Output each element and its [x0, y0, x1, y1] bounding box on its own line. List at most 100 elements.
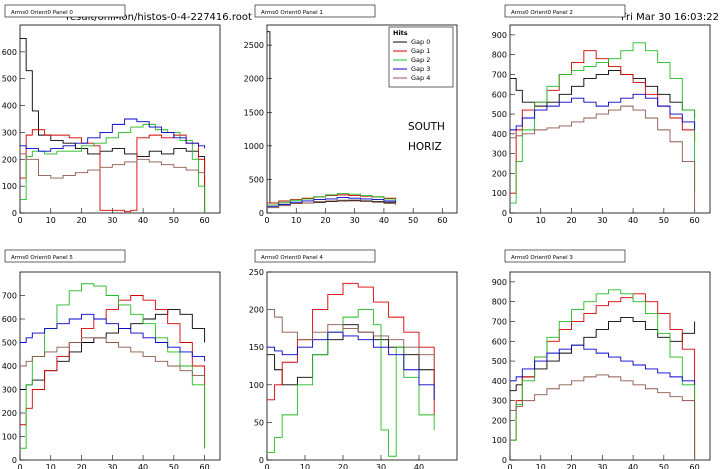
series-line-gap-2: [267, 309, 435, 457]
legend-title: Hits: [393, 29, 408, 37]
y-tick-label: 200: [249, 306, 264, 315]
series-line-gap-3: [267, 197, 397, 207]
x-tick-label: 20: [76, 216, 86, 225]
y-tick-label: 600: [2, 48, 17, 57]
series-line-gap-0: [510, 70, 696, 119]
series-line-gap-0: [20, 37, 206, 213]
x-tick-label: 20: [76, 463, 86, 469]
y-tick-label: 0: [12, 456, 17, 465]
x-tick-label: 10: [46, 216, 56, 225]
y-tick-label: 100: [2, 433, 17, 442]
chart-panel-4: Arms0 Orient0 Panel 4 0 50 100 150 200 250 0 10 2…: [249, 249, 458, 469]
x-tick-label: 40: [138, 216, 148, 225]
x-tick-label: 60: [690, 463, 700, 469]
chart-title: Arms0 Orient0 Panel 0: [11, 10, 73, 16]
x-tick-label: 20: [566, 463, 576, 469]
x-tick-label: 30: [597, 463, 607, 469]
chart-title-box: [4, 4, 126, 18]
series-line-gap-0: [267, 31, 397, 205]
file-path-label: result/onlMon/histos-0-4-227416.root: [66, 12, 252, 23]
y-tick-label: 300: [2, 128, 17, 137]
series-line-gap-3: [510, 344, 696, 385]
y-tick-label: 200: [492, 169, 507, 178]
chart-title-box: [504, 249, 626, 263]
x-tick-label: 30: [107, 216, 117, 225]
x-tick-label: 0: [507, 463, 512, 469]
y-tick-label: 0: [259, 209, 264, 218]
y-tick-label: 1000: [244, 142, 264, 151]
y-tick-label: 500: [2, 339, 17, 348]
x-tick-label: 0: [264, 216, 269, 225]
y-tick-label: 700: [2, 292, 17, 301]
series-line-gap-2: [510, 289, 696, 460]
y-tick-label: 600: [492, 337, 507, 346]
series-line-gap-3: [20, 118, 206, 152]
y-tick-label: 400: [2, 362, 17, 371]
series-line-gap-4: [267, 309, 435, 363]
x-tick-label: 20: [566, 216, 576, 225]
plot-frame: [19, 24, 221, 214]
y-tick-label: 300: [492, 150, 507, 159]
x-tick-label: 0: [17, 463, 22, 469]
chart-title-box: [254, 249, 376, 263]
legend-entry: Gap 4: [411, 74, 430, 82]
y-tick-label: 100: [2, 182, 17, 191]
x-tick-label: 10: [291, 216, 301, 225]
timestamp-label: Fri Mar 30 16:03:22 2007: [621, 12, 721, 23]
y-tick-label: 400: [492, 377, 507, 386]
x-tick-label: 50: [169, 463, 179, 469]
y-tick-label: 800: [492, 51, 507, 60]
y-tick-label: 100: [492, 189, 507, 198]
x-tick-label: 50: [169, 216, 179, 225]
y-tick-label: 0: [12, 209, 17, 218]
side-label: SOUTH: [408, 121, 445, 133]
y-tick-label: 200: [492, 416, 507, 425]
y-tick-label: 200: [2, 409, 17, 418]
x-tick-label: 60: [200, 216, 210, 225]
y-tick-label: 600: [2, 315, 17, 324]
y-tick-label: 200: [2, 155, 17, 164]
series-line-gap-1: [267, 282, 435, 415]
chart-title-box: [504, 4, 626, 18]
y-tick-label: 50: [254, 418, 264, 427]
plot-frame: [266, 24, 458, 214]
series-line-gap-1: [510, 50, 696, 194]
x-tick-label: 20: [338, 463, 348, 469]
x-tick-label: 30: [597, 216, 607, 225]
series-line-gap-2: [267, 193, 397, 206]
series-line-gap-2: [20, 283, 206, 449]
y-tick-label: 400: [492, 130, 507, 139]
chart-title: Arms0 Orient0 Panel 2: [511, 10, 573, 16]
y-tick-label: 900: [492, 31, 507, 40]
plot-frame: [509, 24, 711, 214]
y-tick-label: 250: [249, 268, 264, 277]
x-tick-label: 30: [350, 216, 360, 225]
y-tick-label: 700: [492, 317, 507, 326]
x-tick-label: 50: [659, 216, 669, 225]
series-line-gap-1: [20, 129, 206, 213]
y-tick-label: 0: [259, 456, 264, 465]
series-line-gap-4: [20, 153, 206, 179]
series-line-gap-0: [510, 317, 696, 392]
x-tick-label: 30: [107, 463, 117, 469]
chart-title: Arms0 Orient0 Panel 5: [11, 255, 73, 261]
chart-title: Arms0 Orient0 Panel 3: [511, 255, 573, 261]
series-line-gap-4: [510, 105, 696, 213]
x-tick-label: 50: [408, 216, 418, 225]
chart-panel-2: Arms0 Orient0 Panel 20100200300400500600…: [492, 4, 711, 225]
y-tick-label: 500: [492, 110, 507, 119]
chart-title: Arms0 Orient0 Panel 4: [261, 255, 323, 261]
y-tick-label: 500: [249, 175, 264, 184]
series-line-gap-3: [510, 93, 696, 131]
x-tick-label: 60: [200, 463, 210, 469]
y-tick-label: 0: [502, 456, 507, 465]
series-line-gap-3: [20, 313, 206, 362]
x-tick-label: 40: [414, 463, 424, 469]
y-tick-label: 800: [492, 298, 507, 307]
x-tick-label: 0: [17, 216, 22, 225]
x-tick-label: 50: [659, 463, 669, 469]
series-line-gap-4: [20, 337, 206, 381]
x-tick-label: 10: [300, 463, 310, 469]
chart-panel-3: Arms0 Orient0 Panel 50100200300400500600…: [2, 249, 221, 469]
